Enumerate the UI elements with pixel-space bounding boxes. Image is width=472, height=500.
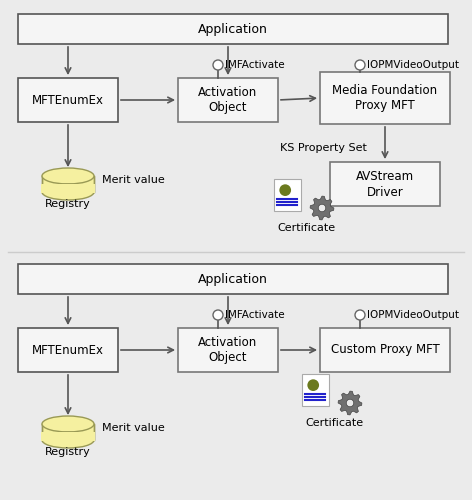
Bar [41, 432, 95, 441]
Bar [274, 179, 301, 211]
Bar [320, 328, 450, 372]
Circle shape [213, 310, 223, 320]
Polygon shape [310, 196, 334, 220]
Bar [42, 176, 94, 192]
Text: Certificate: Certificate [305, 418, 363, 428]
Text: Certificate: Certificate [277, 223, 335, 233]
Circle shape [318, 204, 326, 212]
Text: MFTEnumEx: MFTEnumEx [32, 94, 104, 106]
Text: Media Foundation
Proxy MFT: Media Foundation Proxy MFT [332, 84, 438, 112]
Polygon shape [338, 391, 362, 415]
Text: IMFActivate: IMFActivate [225, 60, 285, 70]
Circle shape [279, 184, 291, 196]
Text: IMFActivate: IMFActivate [225, 310, 285, 320]
Bar [330, 162, 440, 206]
Circle shape [355, 310, 365, 320]
Text: Merit value: Merit value [102, 423, 165, 433]
Bar [18, 328, 118, 372]
Text: MFTEnumEx: MFTEnumEx [32, 344, 104, 356]
Text: AVStream
Driver: AVStream Driver [356, 170, 414, 198]
Text: Activation
Object: Activation Object [198, 86, 258, 114]
Circle shape [307, 380, 319, 391]
Text: IOPMVideoOutput: IOPMVideoOutput [367, 310, 459, 320]
Bar [302, 374, 329, 406]
Circle shape [213, 60, 223, 70]
Ellipse shape [42, 168, 94, 184]
Bar [8, 8, 464, 250]
Text: Registry: Registry [45, 447, 91, 457]
Bar [178, 78, 278, 122]
Bar [320, 72, 450, 124]
Bar [42, 424, 94, 440]
Text: Registry: Registry [45, 199, 91, 209]
Text: KS Property Set: KS Property Set [280, 143, 367, 153]
Circle shape [346, 400, 354, 406]
Text: IOPMVideoOutput: IOPMVideoOutput [367, 60, 459, 70]
Bar [178, 328, 278, 372]
Bar [8, 258, 464, 492]
Text: Custom Proxy MFT: Custom Proxy MFT [330, 344, 439, 356]
Bar [18, 14, 448, 44]
Bar [18, 264, 448, 294]
Ellipse shape [42, 184, 94, 200]
Text: Activation
Object: Activation Object [198, 336, 258, 364]
Ellipse shape [42, 416, 94, 432]
Bar [41, 184, 95, 193]
Circle shape [355, 60, 365, 70]
Text: Merit value: Merit value [102, 175, 165, 185]
Ellipse shape [42, 432, 94, 448]
Bar [18, 78, 118, 122]
Text: Application: Application [198, 272, 268, 285]
Text: Application: Application [198, 22, 268, 36]
